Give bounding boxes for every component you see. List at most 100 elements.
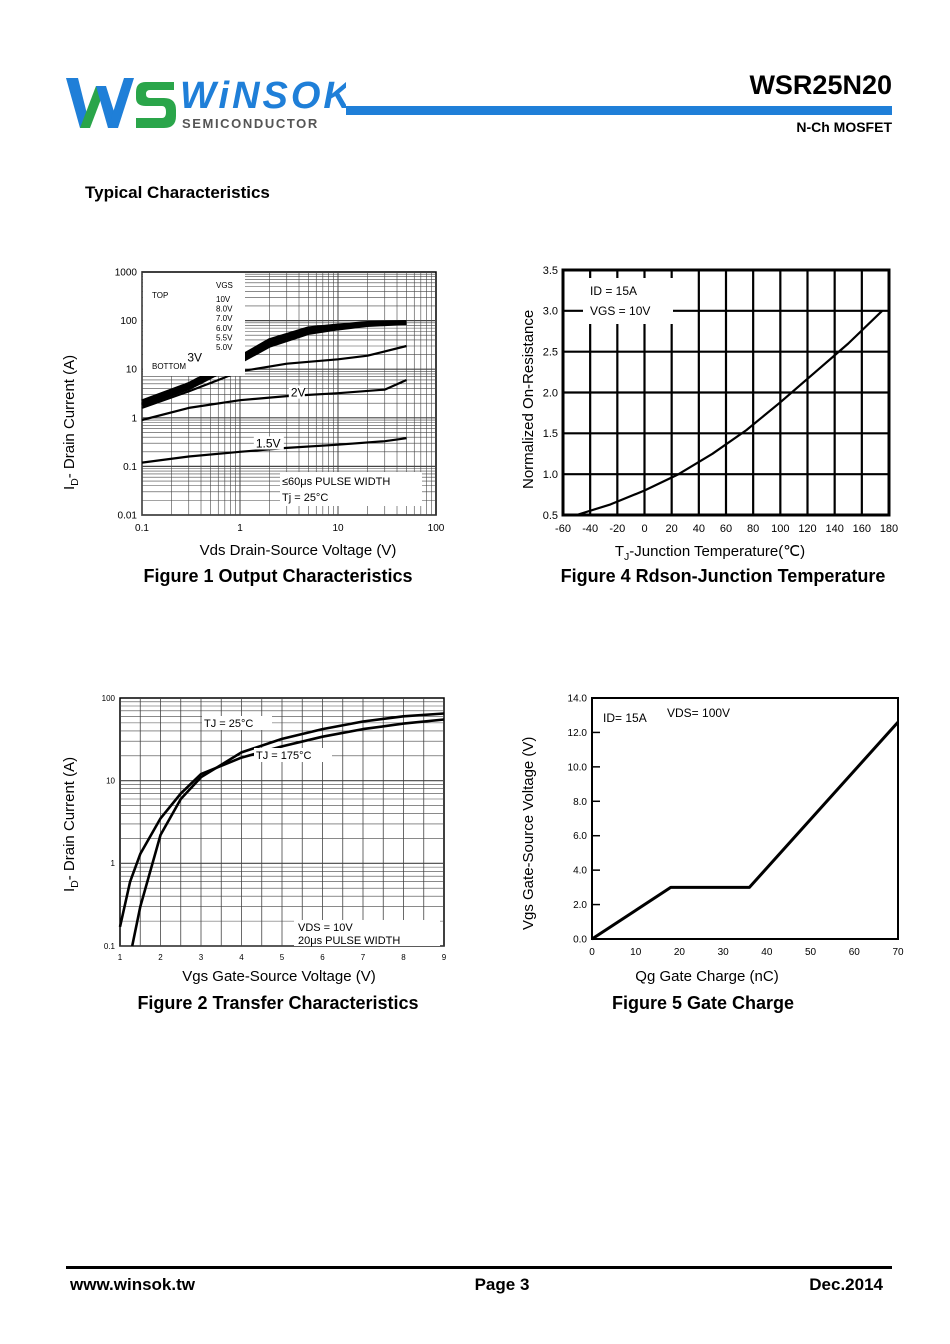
y-tick-label: 12.0 — [568, 728, 588, 739]
section-title: Typical Characteristics — [85, 183, 270, 202]
figure-2-caption: Figure 2 Transfer Characteristics — [137, 993, 419, 1013]
part-number: WSR25N20 — [749, 70, 892, 100]
x-tick-label: 180 — [880, 523, 898, 535]
legend-vgs-item: 8.0V — [216, 305, 233, 314]
figure-1-xlabel: Vds Drain-Source Voltage (V) — [199, 542, 397, 559]
curve-label: TJ = 25°C — [204, 718, 253, 730]
figure-4-xlabel: TJ-Junction Temperature(℃) — [614, 543, 806, 563]
x-tick-label: 40 — [761, 947, 773, 958]
legend-vgs-item: 5.0V — [216, 343, 233, 352]
y-tick-label: 8.0 — [573, 797, 587, 808]
x-tick-label: 6 — [320, 953, 325, 962]
curve-label-bg — [185, 350, 202, 364]
y-tick-label: 1.0 — [543, 469, 558, 481]
curve-label: 2V — [291, 386, 306, 400]
y-tick-label: 4.0 — [573, 866, 587, 877]
note-bg — [583, 278, 673, 324]
series-line — [576, 310, 883, 517]
x-tick-label: 0 — [641, 523, 647, 535]
series-line — [591, 721, 900, 941]
y-tick-label: 0.5 — [543, 510, 558, 522]
figure-4-caption: Figure 4 Rdson-Junction Temperature — [560, 566, 886, 586]
x-tick-label: 40 — [693, 523, 705, 535]
footer-page-number: Page 3 — [474, 1275, 530, 1294]
brand-name: WiNSOK — [180, 75, 346, 117]
y-tick-label: 3.5 — [543, 265, 558, 277]
curve-label-bg — [202, 716, 272, 730]
series-line — [141, 437, 407, 464]
x-tick-label: 120 — [798, 523, 816, 535]
curve-label-bg — [288, 385, 305, 399]
legend-vgs-item: 6.0V — [216, 324, 233, 333]
x-tick-label: 1 — [118, 953, 123, 962]
header-rule — [346, 106, 892, 115]
curve-label: 3V — [187, 350, 202, 364]
x-tick-label: 10 — [332, 523, 344, 534]
x-tick-label: 20 — [674, 947, 686, 958]
series-line — [141, 321, 407, 406]
company-logo: WiNSOK SEMICONDUCTOR — [66, 72, 351, 132]
y-tick-label: 1 — [111, 859, 116, 868]
x-tick-label: 100 — [428, 523, 445, 534]
x-tick-label: 160 — [853, 523, 871, 535]
figure-5-xlabel: Qg Gate Charge (nC) — [635, 968, 779, 985]
legend-vgs-header: VGS — [216, 281, 233, 290]
vds-note: VDS = 10V — [298, 922, 353, 934]
y-tick-label: 1.5 — [543, 428, 558, 440]
y-tick-label: 10.0 — [568, 762, 588, 773]
y-tick-label: 100 — [120, 316, 137, 327]
x-tick-label: 20 — [666, 523, 678, 535]
series-line — [141, 378, 407, 422]
current-note: ID = 15A — [590, 284, 637, 298]
legend-top-label: TOP — [152, 291, 168, 300]
x-tick-label: 100 — [771, 523, 789, 535]
y-tick-label: 0.0 — [573, 935, 587, 946]
figure-1-chart: 0.1 1 10 100 1000 100 10 1 0.1 0.01 TOP BOTTOM VGS 10… — [90, 262, 460, 542]
current-note: ID= 15A — [603, 711, 647, 725]
x-tick-label: 80 — [747, 523, 759, 535]
y-tick-label: 2.0 — [573, 900, 587, 911]
footer-rule — [66, 1266, 892, 1269]
x-tick-label: 8 — [401, 953, 406, 962]
figure-5-ylabel: Vgs Gate-Source Voltage (V) — [520, 736, 537, 930]
y-tick-label: 10 — [126, 365, 138, 376]
pulse-note: ≤60μs PULSE WIDTH — [282, 476, 390, 488]
figure-1-caption: Figure 1 Output Characteristics — [143, 566, 413, 586]
footer-website: www.winsok.tw — [70, 1275, 195, 1294]
figure-4-ylabel: Normalized On-Resistance — [520, 309, 537, 489]
y-tick-label: 1000 — [115, 268, 138, 279]
y-tick-label: 0.01 — [118, 511, 138, 522]
curve-label: TJ = 175°C — [256, 750, 312, 762]
temp-note: Tj = 25°C — [282, 492, 328, 504]
curve-label-bg — [253, 436, 284, 450]
figure-2-xlabel: Vgs Gate-Source Voltage (V) — [182, 968, 376, 985]
x-tick-label: 70 — [892, 947, 904, 958]
x-tick-label: 3 — [199, 953, 204, 962]
figure-2-chart: 1 2 3 4 5 6 7 8 9 100 10 1 0.1 TJ = 25°C TJ = 175°C VDS… — [90, 690, 460, 970]
series-line — [130, 712, 445, 947]
figure-1-ylabel: ID- Drain Current (A) — [61, 354, 81, 490]
brand-tagline: SEMICONDUCTOR — [182, 116, 319, 131]
x-tick-label: 4 — [239, 953, 244, 962]
plot-frame — [591, 697, 899, 940]
y-tick-label: 0.1 — [123, 462, 137, 473]
figure-5-caption: Figure 5 Gate Charge — [611, 993, 795, 1013]
series-line — [118, 718, 445, 928]
x-tick-label: 60 — [849, 947, 861, 958]
legend-vgs-item: 10V — [216, 295, 231, 304]
x-tick-label: 5 — [280, 953, 285, 962]
y-tick-label: 1 — [131, 413, 137, 424]
y-tick-label: 0.1 — [104, 942, 116, 951]
y-tick-label: 2.5 — [543, 347, 558, 359]
legend-vgs-item: 5.5V — [216, 333, 233, 342]
figure-2-ylabel: ID- Drain Current (A) — [61, 756, 81, 892]
y-tick-label: 3.0 — [543, 306, 558, 318]
y-tick-label: 100 — [102, 694, 116, 703]
x-tick-label: 0 — [589, 947, 595, 958]
footer-date: Dec.2014 — [809, 1275, 883, 1294]
legend-bottom-label: BOTTOM — [152, 362, 186, 371]
x-tick-label: 2 — [158, 953, 163, 962]
vds-note: VDS= 100V — [667, 706, 730, 720]
part-type: N-Ch MOSFET — [796, 119, 892, 135]
y-tick-label: 6.0 — [573, 831, 587, 842]
